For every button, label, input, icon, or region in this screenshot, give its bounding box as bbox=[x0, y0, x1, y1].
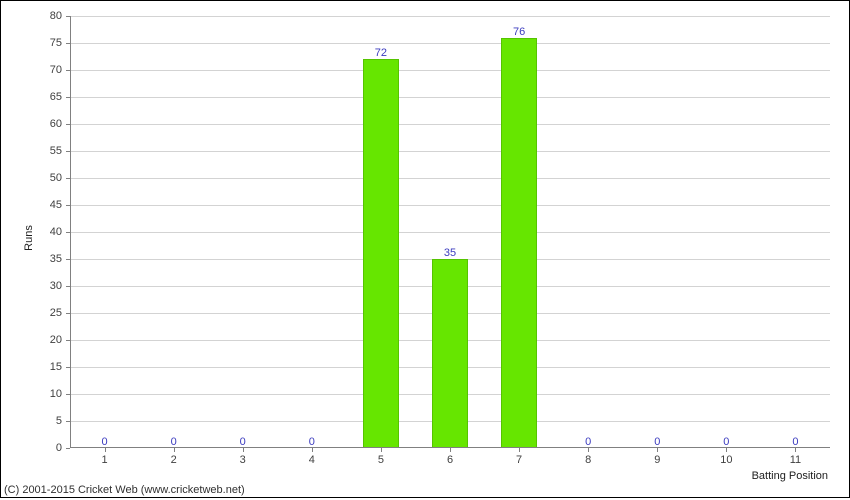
y-tick-label: 70 bbox=[50, 64, 62, 76]
x-tick-mark bbox=[450, 448, 451, 452]
y-axis-line bbox=[70, 16, 71, 448]
x-tick-mark bbox=[657, 448, 658, 452]
bar bbox=[501, 38, 537, 448]
x-tick-label: 2 bbox=[171, 454, 177, 466]
x-tick-label: 9 bbox=[654, 454, 660, 466]
y-tick-mark bbox=[66, 394, 70, 395]
gridline bbox=[70, 16, 830, 17]
x-tick-label: 1 bbox=[101, 454, 107, 466]
y-tick-label: 35 bbox=[50, 253, 62, 265]
bar-value-label: 0 bbox=[723, 436, 729, 448]
y-tick-mark bbox=[66, 421, 70, 422]
y-tick-label: 40 bbox=[50, 226, 62, 238]
y-tick-mark bbox=[66, 43, 70, 44]
x-tick-mark bbox=[174, 448, 175, 452]
gridline bbox=[70, 124, 830, 125]
x-axis-title: Batting Position bbox=[752, 470, 828, 482]
x-tick-label: 11 bbox=[790, 454, 801, 466]
y-tick-label: 10 bbox=[50, 388, 62, 400]
y-tick-mark bbox=[66, 97, 70, 98]
x-tick-label: 7 bbox=[516, 454, 522, 466]
x-tick-label: 3 bbox=[240, 454, 246, 466]
bar-value-label: 0 bbox=[309, 436, 315, 448]
y-tick-label: 5 bbox=[56, 415, 62, 427]
gridline bbox=[70, 70, 830, 71]
y-tick-mark bbox=[66, 232, 70, 233]
gridline bbox=[70, 178, 830, 179]
y-tick-label: 50 bbox=[50, 172, 62, 184]
y-tick-mark bbox=[66, 448, 70, 449]
gridline bbox=[70, 43, 830, 44]
bar-value-label: 35 bbox=[444, 247, 456, 259]
y-tick-label: 65 bbox=[50, 91, 62, 103]
y-tick-mark bbox=[66, 286, 70, 287]
x-tick-mark bbox=[105, 448, 106, 452]
y-tick-mark bbox=[66, 259, 70, 260]
y-tick-label: 80 bbox=[50, 10, 62, 22]
y-tick-mark bbox=[66, 205, 70, 206]
bar-value-label: 0 bbox=[792, 436, 798, 448]
bar-value-label: 0 bbox=[240, 436, 246, 448]
x-tick-label: 6 bbox=[447, 454, 453, 466]
x-tick-label: 5 bbox=[378, 454, 384, 466]
y-tick-mark bbox=[66, 70, 70, 71]
x-tick-mark bbox=[519, 448, 520, 452]
y-tick-label: 60 bbox=[50, 118, 62, 130]
y-tick-label: 30 bbox=[50, 280, 62, 292]
gridline bbox=[70, 151, 830, 152]
bar bbox=[363, 59, 399, 448]
x-tick-label: 4 bbox=[309, 454, 315, 466]
gridline bbox=[70, 232, 830, 233]
y-tick-mark bbox=[66, 16, 70, 17]
x-tick-mark bbox=[381, 448, 382, 452]
x-tick-mark bbox=[726, 448, 727, 452]
y-tick-mark bbox=[66, 367, 70, 368]
bar-value-label: 76 bbox=[513, 26, 525, 38]
bar-value-label: 0 bbox=[171, 436, 177, 448]
x-tick-label: 10 bbox=[720, 454, 732, 466]
bar bbox=[432, 259, 468, 448]
chart-container: 05101520253035404550556065707580 1234567… bbox=[0, 0, 850, 500]
x-tick-label: 8 bbox=[585, 454, 591, 466]
bar-value-label: 72 bbox=[375, 47, 387, 59]
bar-value-label: 0 bbox=[101, 436, 107, 448]
gridline bbox=[70, 97, 830, 98]
x-tick-mark bbox=[588, 448, 589, 452]
y-tick-label: 20 bbox=[50, 334, 62, 346]
plot-area bbox=[70, 16, 830, 448]
y-tick-mark bbox=[66, 151, 70, 152]
x-tick-mark bbox=[795, 448, 796, 452]
y-tick-mark bbox=[66, 313, 70, 314]
x-tick-mark bbox=[312, 448, 313, 452]
bar-value-label: 0 bbox=[585, 436, 591, 448]
y-tick-mark bbox=[66, 340, 70, 341]
y-tick-mark bbox=[66, 178, 70, 179]
y-tick-label: 75 bbox=[50, 37, 62, 49]
copyright-text: (C) 2001-2015 Cricket Web (www.cricketwe… bbox=[4, 484, 245, 496]
y-tick-label: 55 bbox=[50, 145, 62, 157]
y-tick-label: 25 bbox=[50, 307, 62, 319]
x-tick-mark bbox=[243, 448, 244, 452]
y-tick-mark bbox=[66, 124, 70, 125]
y-tick-label: 0 bbox=[56, 442, 62, 454]
gridline bbox=[70, 205, 830, 206]
y-axis-title: Runs bbox=[23, 225, 35, 251]
bar-value-label: 0 bbox=[654, 436, 660, 448]
y-tick-label: 45 bbox=[50, 199, 62, 211]
y-tick-label: 15 bbox=[50, 361, 62, 373]
